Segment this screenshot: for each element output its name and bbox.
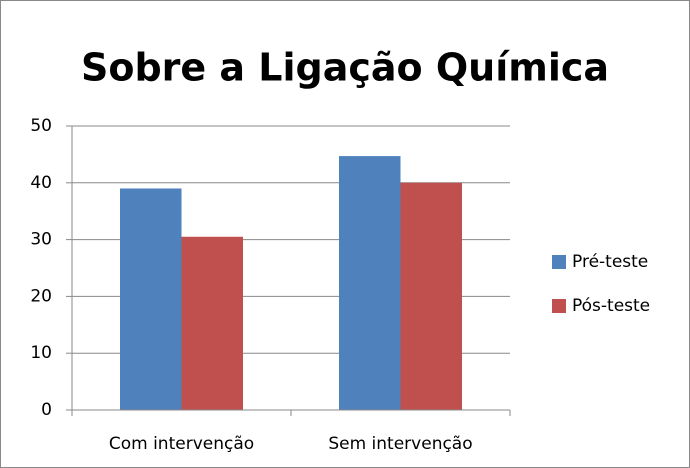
y-tick-label: 0	[41, 400, 52, 420]
legend-label: Pós-teste	[572, 296, 650, 316]
y-tick-label: 50	[30, 116, 52, 136]
x-tick-label: Com intervenção	[109, 434, 254, 454]
bar	[339, 156, 401, 410]
legend-label: Pré-teste	[572, 252, 648, 272]
chart-title: Sobre a Ligação Química	[81, 46, 609, 90]
bar	[120, 188, 182, 410]
y-tick-label: 20	[30, 286, 52, 306]
y-tick-label: 10	[30, 343, 52, 363]
legend-swatch	[552, 255, 566, 269]
legend-swatch	[552, 299, 566, 313]
x-tick-label: Sem intervenção	[328, 434, 472, 454]
bar	[181, 236, 243, 410]
y-tick-label: 30	[30, 230, 52, 250]
bar	[400, 182, 462, 410]
y-tick-label: 40	[30, 173, 52, 193]
